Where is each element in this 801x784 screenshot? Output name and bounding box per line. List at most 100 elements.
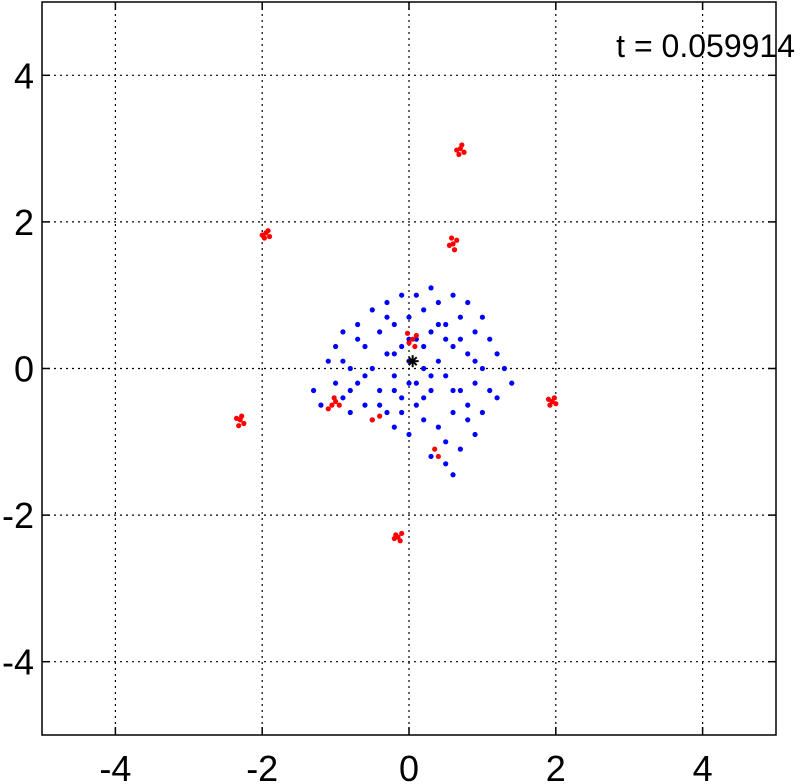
blue-point	[399, 395, 405, 401]
blue-point	[465, 299, 471, 306]
blue-point	[310, 387, 317, 394]
y-tick-label: -2	[2, 495, 34, 536]
red-point	[239, 413, 245, 419]
blue-point	[472, 329, 478, 335]
blue-point	[391, 321, 397, 328]
red-point	[451, 247, 458, 253]
red-point	[404, 330, 411, 336]
red-point	[551, 395, 557, 401]
blue-point	[428, 453, 434, 460]
blue-point	[355, 380, 361, 386]
x-tick-label: 0	[399, 748, 419, 784]
blue-point	[340, 329, 346, 335]
blue-point	[406, 314, 412, 320]
red-point	[413, 332, 419, 339]
axes-frame	[41, 1, 777, 736]
blue-point	[406, 431, 412, 438]
blue-point	[457, 314, 463, 320]
red-point	[459, 142, 465, 148]
blue-point	[435, 299, 441, 306]
red-point	[397, 538, 403, 544]
x-tick-label: 4	[693, 748, 713, 784]
blue-point	[435, 424, 441, 430]
data-markers	[233, 142, 559, 544]
blue-point	[347, 365, 353, 372]
blue-point	[399, 343, 405, 350]
blue-point	[399, 409, 405, 416]
red-point	[456, 151, 462, 158]
red-point	[461, 149, 467, 155]
blue-point	[325, 358, 331, 364]
y-tick-label: -4	[2, 642, 34, 683]
grid-lines	[42, 2, 776, 735]
red-point	[410, 336, 416, 342]
blue-point	[362, 343, 368, 350]
blue-point	[377, 329, 383, 335]
blue-point	[501, 365, 508, 372]
red-point	[553, 401, 559, 407]
blue-point	[457, 446, 463, 452]
blue-point	[487, 387, 493, 394]
blue-point	[384, 314, 390, 320]
red-point	[435, 453, 441, 460]
blue-point	[472, 380, 478, 386]
red-point	[241, 420, 247, 427]
blue-point	[340, 358, 346, 364]
red-point	[336, 402, 342, 408]
blue-point	[435, 358, 441, 364]
blue-point	[391, 373, 397, 379]
red-point	[406, 340, 412, 346]
red-point	[266, 233, 273, 240]
red-point	[261, 235, 268, 241]
blue-point	[333, 380, 339, 386]
y-tick-label: 2	[14, 202, 34, 243]
blue-point	[443, 336, 449, 342]
blue-point	[472, 358, 478, 364]
red-point	[545, 396, 552, 402]
y-tick-label: 0	[14, 349, 34, 390]
blue-point	[413, 292, 419, 298]
blue-point	[369, 365, 375, 372]
blue-point	[479, 365, 485, 372]
blue-point	[472, 431, 478, 438]
red-point	[265, 228, 271, 234]
blue-point	[428, 285, 434, 291]
blue-point	[384, 409, 390, 416]
blue-point	[479, 314, 485, 320]
red-point	[377, 413, 383, 419]
blue-point	[391, 387, 397, 394]
blue-point	[377, 402, 383, 408]
blue-point	[450, 409, 456, 416]
blue-point	[406, 380, 412, 386]
blue-point	[450, 387, 456, 394]
red-point	[454, 147, 460, 153]
blue-point	[443, 373, 449, 379]
blue-point	[494, 395, 500, 401]
red-point	[393, 532, 399, 538]
blue-point	[443, 439, 449, 445]
blue-point	[369, 307, 375, 313]
blue-point	[428, 329, 434, 335]
blue-point	[347, 409, 353, 416]
red-point	[329, 402, 335, 408]
blue-point	[421, 395, 427, 401]
blue-point	[413, 380, 419, 386]
blue-point	[450, 343, 456, 350]
blue-point	[509, 380, 515, 386]
blue-point	[391, 424, 397, 430]
blue-point	[421, 417, 427, 423]
blue-point	[384, 351, 390, 357]
blue-point	[465, 402, 471, 408]
blue-point	[340, 395, 346, 401]
red-point	[446, 242, 452, 248]
x-tick-label: -2	[246, 748, 278, 784]
blue-point	[428, 373, 434, 379]
time-annotation: t = 0.059914	[616, 28, 795, 64]
blue-point	[355, 336, 361, 342]
blue-point	[428, 387, 434, 394]
red-point	[236, 423, 242, 429]
blue-point	[450, 472, 456, 478]
blue-point	[421, 343, 427, 350]
red-point	[233, 415, 240, 421]
